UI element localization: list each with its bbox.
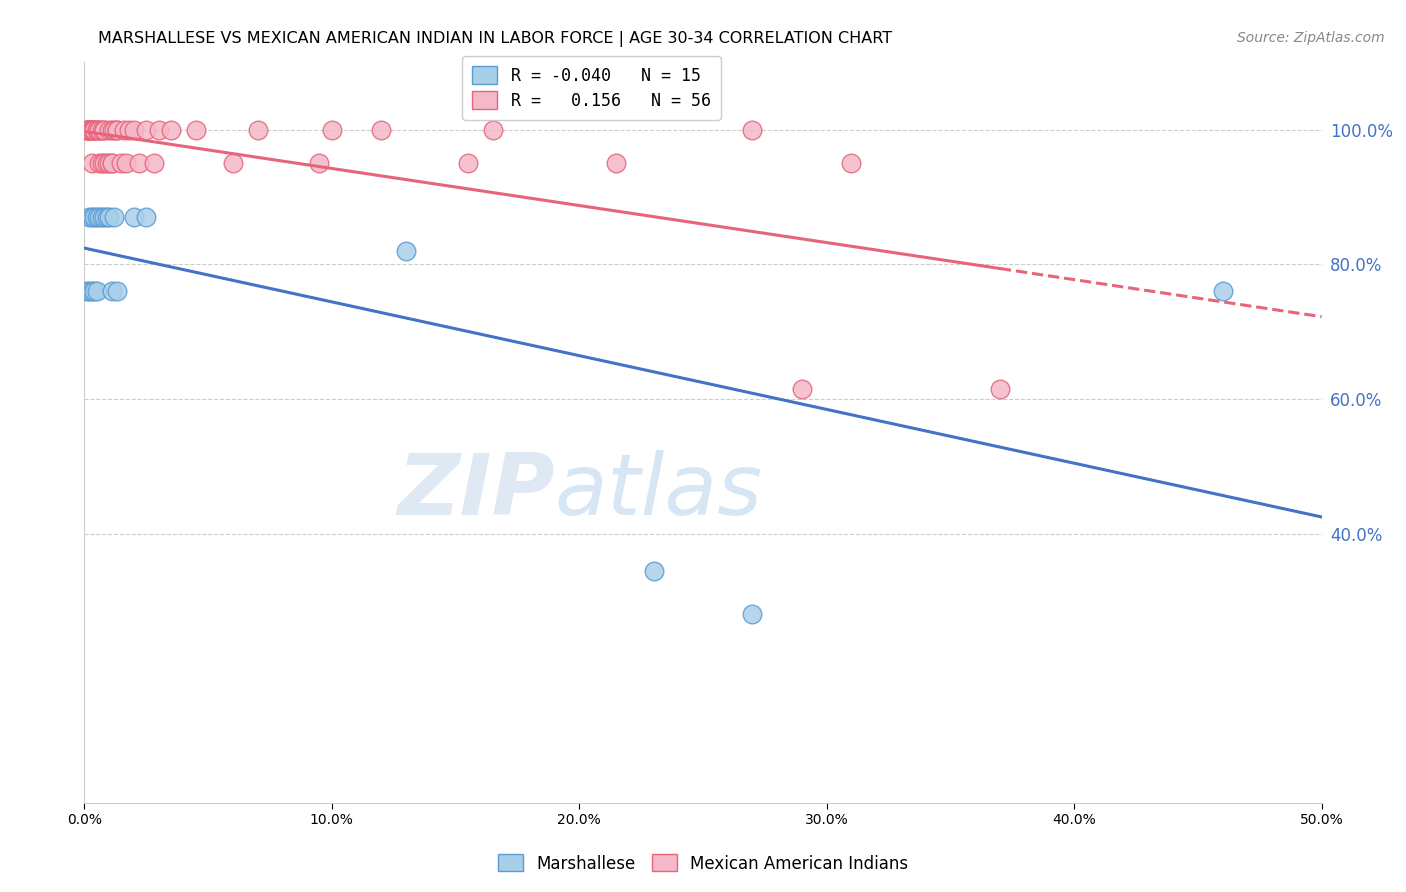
Point: [89, 211, 111, 225]
Point: [98, 211, 121, 225]
Point: [128, 156, 150, 170]
Point: [370, 122, 392, 136]
Point: [89, 122, 111, 136]
Point: [93, 156, 115, 170]
Point: [83, 122, 105, 136]
Point: [79, 122, 101, 136]
Point: [79, 122, 101, 136]
Point: [76, 122, 98, 136]
Point: [105, 285, 128, 299]
Point: [79, 211, 101, 225]
Text: Source: ZipAtlas.com: Source: ZipAtlas.com: [1237, 31, 1385, 45]
Point: [80, 122, 103, 136]
Point: [80, 285, 103, 299]
Point: [98, 122, 121, 136]
Text: ZIP: ZIP: [396, 450, 554, 533]
Point: [80, 122, 103, 136]
Point: [89, 122, 111, 136]
Point: [105, 122, 128, 136]
Point: [118, 122, 141, 136]
Point: [96, 156, 118, 170]
Point: [80, 156, 103, 170]
Point: [100, 285, 122, 299]
Text: atlas: atlas: [554, 450, 762, 533]
Point: [79, 122, 101, 136]
Point: [76, 122, 98, 136]
Point: [321, 122, 343, 136]
Point: [93, 211, 115, 225]
Point: [222, 156, 245, 170]
Point: [135, 122, 157, 136]
Point: [93, 122, 115, 136]
Point: [148, 122, 170, 136]
Point: [184, 122, 207, 136]
Point: [93, 122, 115, 136]
Point: [988, 382, 1011, 396]
Point: [457, 156, 479, 170]
Point: [86, 122, 108, 136]
Point: [246, 122, 269, 136]
Point: [605, 156, 627, 170]
Point: [100, 156, 122, 170]
Point: [135, 211, 157, 225]
Point: [103, 211, 125, 225]
Point: [100, 122, 122, 136]
Point: [83, 211, 105, 225]
Point: [1212, 285, 1234, 299]
Point: [142, 156, 165, 170]
Point: [86, 285, 108, 299]
Point: [90, 211, 112, 225]
Point: [160, 122, 183, 136]
Point: [790, 382, 813, 396]
Point: [112, 122, 135, 136]
Point: [105, 122, 128, 136]
Point: [86, 211, 108, 225]
Text: MARSHALLESE VS MEXICAN AMERICAN INDIAN IN LABOR FORCE | AGE 30-34 CORRELATION CH: MARSHALLESE VS MEXICAN AMERICAN INDIAN I…: [98, 31, 893, 47]
Point: [122, 211, 145, 225]
Point: [86, 122, 108, 136]
Point: [110, 156, 132, 170]
Point: [741, 122, 763, 136]
Point: [76, 285, 98, 299]
Point: [79, 285, 101, 299]
Point: [741, 607, 763, 622]
Legend: R = -0.040   N = 15, R =   0.156   N = 56: R = -0.040 N = 15, R = 0.156 N = 56: [463, 56, 721, 120]
Point: [89, 156, 111, 170]
Legend: Marshallese, Mexican American Indians: Marshallese, Mexican American Indians: [491, 847, 915, 880]
Point: [643, 564, 665, 578]
Point: [83, 122, 105, 136]
Point: [115, 156, 138, 170]
Point: [98, 156, 121, 170]
Point: [122, 122, 145, 136]
Point: [481, 122, 503, 136]
Point: [83, 122, 105, 136]
Point: [103, 122, 125, 136]
Point: [76, 122, 98, 136]
Point: [100, 156, 122, 170]
Point: [308, 156, 330, 170]
Point: [79, 122, 101, 136]
Point: [96, 211, 118, 225]
Point: [80, 211, 103, 225]
Point: [90, 156, 112, 170]
Point: [90, 122, 112, 136]
Point: [395, 244, 418, 258]
Point: [83, 285, 105, 299]
Point: [841, 156, 863, 170]
Point: [80, 122, 103, 136]
